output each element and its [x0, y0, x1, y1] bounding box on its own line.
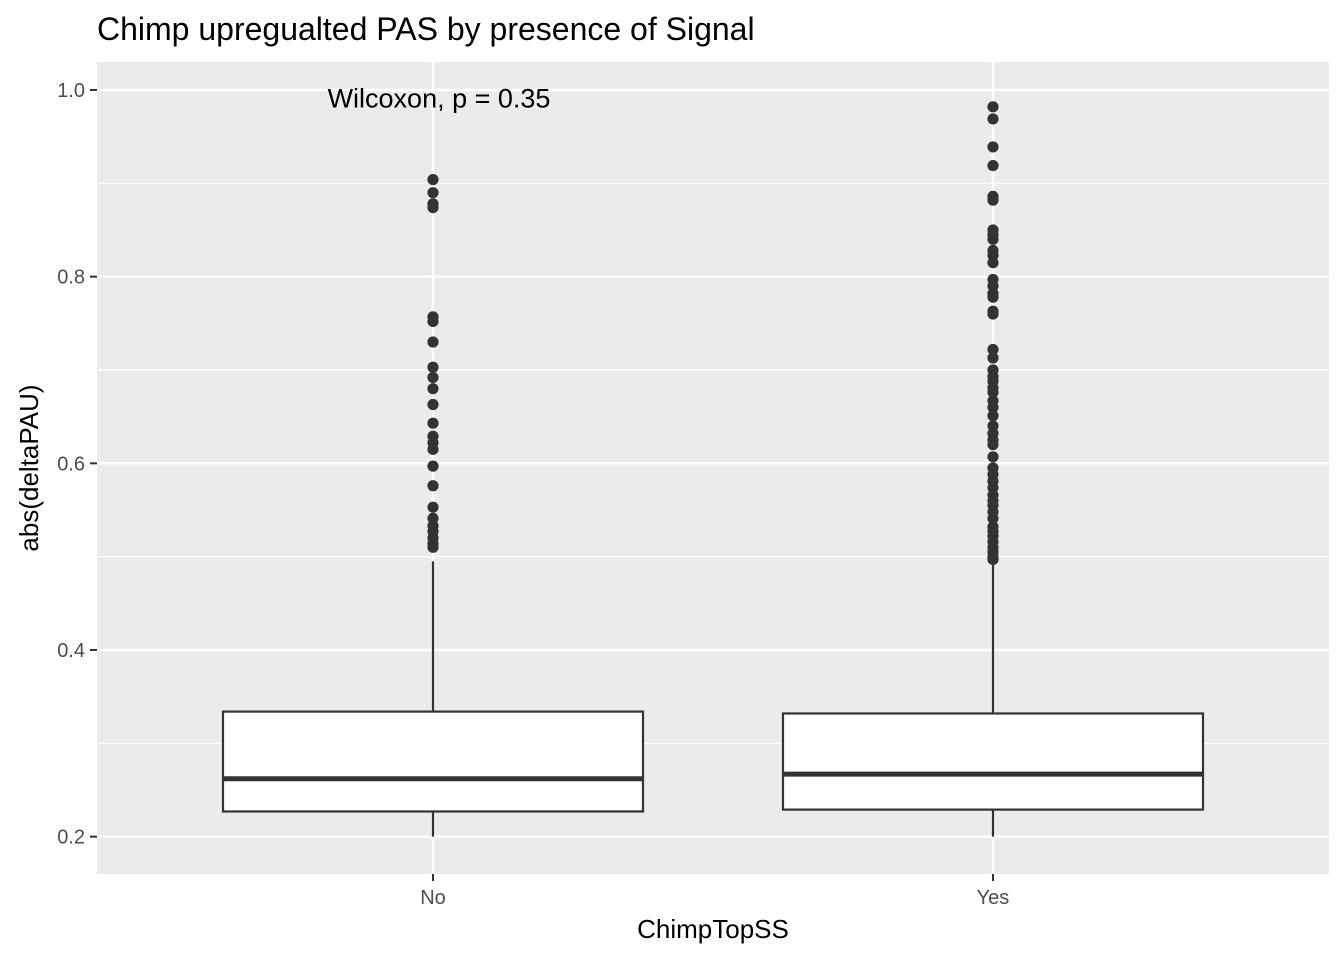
x-axis: No Yes [420, 874, 1009, 909]
x-axis-title: ChimpTopSS [637, 914, 789, 944]
x-tick-label: Yes [977, 887, 1010, 909]
outlier-point [427, 417, 439, 429]
outlier-point [427, 174, 439, 186]
outlier-point [987, 113, 999, 125]
outlier-point [987, 308, 999, 320]
outlier-point [987, 451, 999, 463]
outlier-point [987, 386, 999, 398]
outlier-point [427, 383, 439, 395]
outlier-point [427, 336, 439, 348]
outlier-point [427, 480, 439, 492]
y-axis-title: abs(deltaPAU) [14, 384, 44, 551]
outlier-point [987, 101, 999, 113]
box-iqr [781, 712, 1205, 811]
outlier-point [987, 439, 999, 451]
outlier-point [427, 202, 439, 214]
y-tick-label: 0.8 [57, 267, 85, 289]
outlier-point [427, 398, 439, 411]
y-tick-label: 0.2 [57, 827, 85, 849]
outlier-point [987, 141, 999, 153]
outlier-point [987, 352, 999, 364]
outlier-point [427, 443, 439, 455]
outlier-point [987, 512, 999, 525]
box-series [221, 101, 1205, 837]
outlier-point [987, 291, 999, 303]
wilcoxon-annotation: Wilcoxon, p = 0.35 [328, 83, 551, 113]
outlier-point [427, 187, 439, 199]
outlier-point [427, 460, 439, 472]
outlier-point [987, 410, 999, 422]
y-tick-label: 0.4 [57, 640, 85, 662]
x-tick-label: No [420, 887, 446, 909]
outlier-point [427, 361, 439, 373]
y-tick-label: 1.0 [57, 80, 85, 102]
outlier-point [427, 315, 439, 328]
y-axis: 0.2 0.4 0.6 0.8 1.0 [57, 80, 97, 849]
outlier-point [427, 371, 439, 384]
outlier-point [987, 343, 999, 356]
outlier-point [987, 160, 999, 172]
outlier-point [427, 541, 439, 553]
box-no [221, 174, 645, 837]
box-iqr [221, 710, 645, 813]
box-yes [781, 101, 1205, 837]
outlier-point [987, 194, 999, 206]
y-tick-label: 0.6 [57, 453, 85, 475]
outlier-point [987, 257, 999, 269]
outlier-point [987, 233, 999, 245]
outlier-point [427, 501, 439, 513]
outlier-point [987, 553, 999, 566]
chart-title: Chimp upregualted PAS by presence of Sig… [97, 11, 755, 47]
outlier-point [987, 401, 999, 413]
